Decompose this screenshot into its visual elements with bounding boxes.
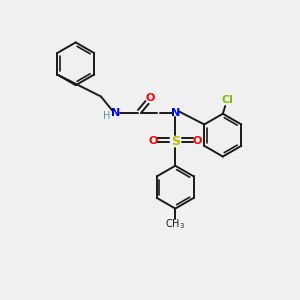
Text: Cl: Cl <box>221 95 233 105</box>
Text: N: N <box>171 108 180 118</box>
Text: H: H <box>103 111 110 121</box>
Text: CH$_3$: CH$_3$ <box>165 218 185 231</box>
Text: O: O <box>148 136 158 146</box>
Text: O: O <box>193 136 202 146</box>
Text: S: S <box>171 135 180 148</box>
Text: O: O <box>145 93 155 103</box>
Text: N: N <box>111 108 120 118</box>
